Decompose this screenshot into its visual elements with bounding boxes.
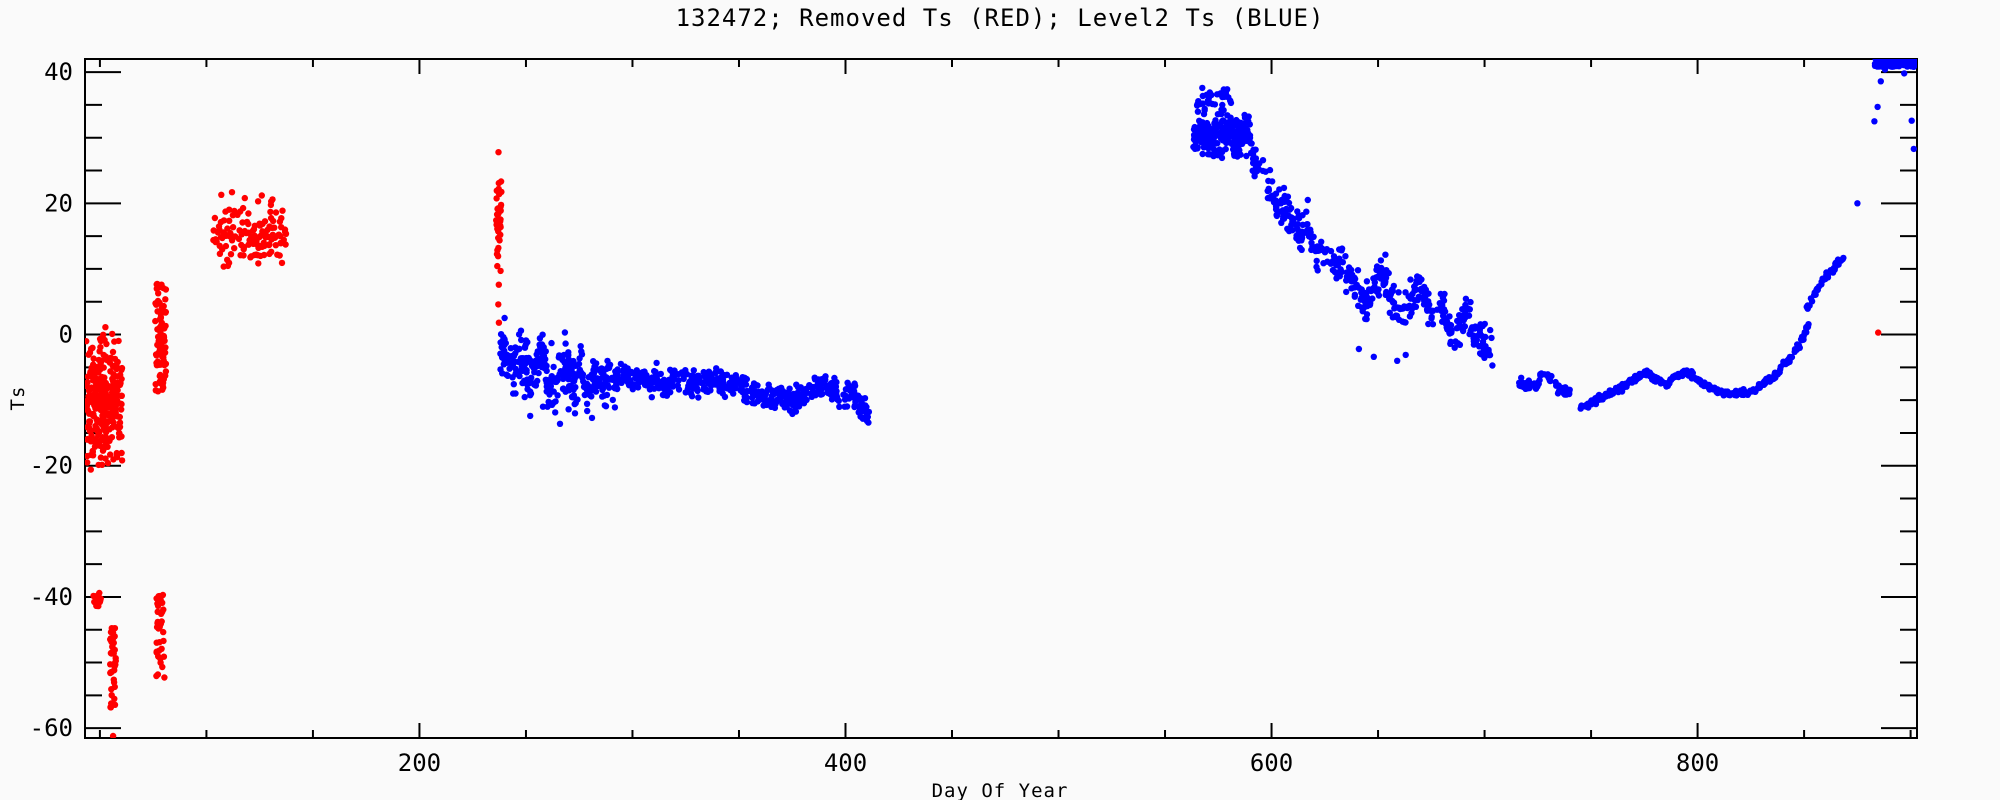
x-axis-tick-labels: 200 400 600 800 (398, 749, 1719, 777)
scatter-points-removed-ts (85, 149, 1882, 738)
y-tick-label: 20 (44, 189, 73, 217)
y-tick-label: 40 (44, 58, 73, 86)
y-tick-label: 0 (59, 321, 73, 349)
plot-title: 132472; Removed Ts (RED); Level2 Ts (BLU… (675, 4, 1325, 32)
plot-border (84, 58, 1918, 739)
y-tick-label: -60 (30, 714, 73, 742)
x-axis-title: Day Of Year (931, 780, 1069, 800)
scatter-points-level2-ts (497, 59, 1917, 427)
y-tick-label: -40 (30, 583, 73, 611)
x-tick-label: 400 (824, 749, 867, 777)
y-axis-tick-labels: -60 -40 -20 0 20 40 (30, 58, 73, 742)
x-tick-label: 600 (1250, 749, 1293, 777)
x-axis-ticks (98, 59, 1912, 738)
x-tick-label: 200 (398, 749, 441, 777)
x-tick-label: 800 (1676, 749, 1719, 777)
y-axis-ticks (85, 71, 1917, 730)
y-tick-label: -20 (30, 452, 73, 480)
y-axis-title: Ts (7, 385, 29, 411)
